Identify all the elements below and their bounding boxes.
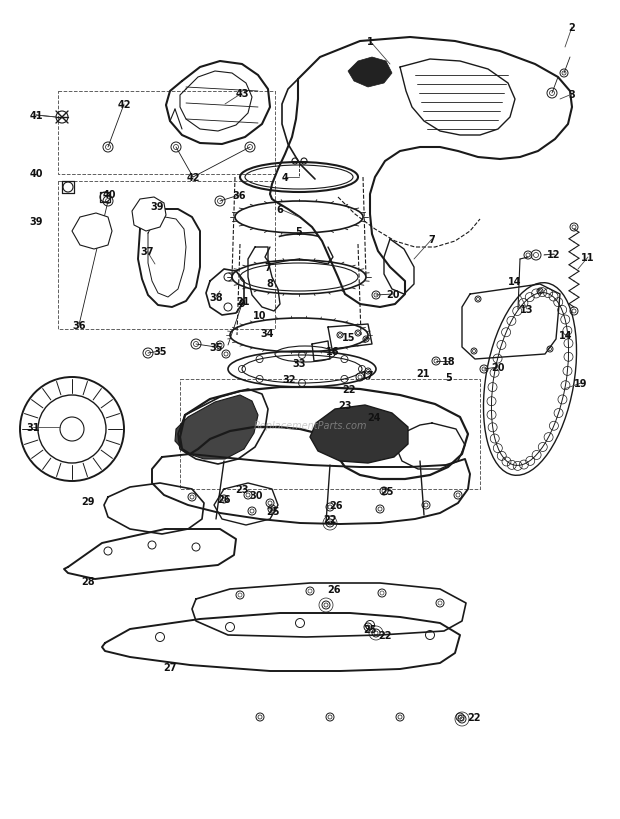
Text: 7: 7: [265, 263, 272, 273]
Text: 41: 41: [29, 111, 43, 121]
Text: 40: 40: [29, 169, 43, 179]
Text: 24: 24: [367, 413, 381, 423]
Text: 35: 35: [153, 346, 167, 356]
Text: 3: 3: [569, 90, 575, 100]
Text: 20: 20: [386, 290, 400, 300]
Text: 5: 5: [446, 373, 453, 382]
Text: 4: 4: [281, 173, 288, 183]
Text: 26: 26: [327, 584, 341, 595]
Text: 6: 6: [277, 205, 283, 215]
Text: 42: 42: [117, 100, 131, 110]
Text: 23: 23: [339, 400, 352, 410]
Text: 8: 8: [267, 278, 273, 288]
Text: 26: 26: [217, 495, 231, 505]
Text: 33: 33: [292, 359, 306, 369]
Text: 5: 5: [296, 227, 303, 237]
Text: 42: 42: [186, 173, 200, 183]
Text: 25: 25: [380, 486, 394, 496]
Text: 10: 10: [253, 310, 267, 320]
Text: 40: 40: [102, 190, 116, 200]
Text: 2: 2: [569, 23, 575, 33]
Text: 36: 36: [73, 320, 86, 331]
Text: 26: 26: [329, 500, 343, 510]
Text: ReplacementParts.com: ReplacementParts.com: [253, 421, 367, 431]
Text: 25: 25: [363, 624, 377, 634]
Text: 18: 18: [442, 356, 456, 367]
Text: 21: 21: [416, 369, 430, 378]
Text: 43: 43: [235, 89, 249, 99]
Text: 35: 35: [209, 342, 223, 352]
Text: 32: 32: [282, 374, 296, 385]
Text: 29: 29: [81, 496, 95, 506]
Text: 34: 34: [260, 328, 274, 338]
Text: 39: 39: [29, 217, 43, 227]
Text: 22: 22: [467, 713, 481, 722]
Text: 39: 39: [150, 201, 164, 212]
Text: 13: 13: [520, 305, 534, 314]
Polygon shape: [72, 214, 112, 250]
Text: 11: 11: [581, 253, 595, 263]
Text: 9: 9: [239, 299, 246, 309]
Polygon shape: [348, 58, 392, 88]
Text: 20: 20: [491, 363, 505, 373]
Text: 15: 15: [342, 333, 356, 342]
Text: 37: 37: [140, 247, 154, 256]
Text: 27: 27: [163, 663, 177, 672]
Text: 38: 38: [209, 292, 223, 303]
Text: 19: 19: [574, 378, 588, 388]
Text: 28: 28: [81, 577, 95, 586]
Text: 25: 25: [266, 506, 280, 516]
Text: 17: 17: [361, 370, 374, 381]
Text: 30: 30: [249, 491, 263, 500]
Text: 31: 31: [26, 423, 40, 432]
Text: 14: 14: [508, 277, 522, 287]
Polygon shape: [132, 197, 166, 232]
Text: 22: 22: [378, 631, 392, 640]
Polygon shape: [310, 405, 408, 464]
Text: 22: 22: [323, 514, 337, 524]
Text: 36: 36: [232, 191, 246, 201]
Text: 12: 12: [547, 250, 560, 260]
Text: 1: 1: [366, 37, 373, 47]
Polygon shape: [175, 396, 258, 459]
Text: 21: 21: [236, 296, 250, 306]
Text: 22: 22: [342, 385, 356, 395]
Text: 7: 7: [428, 235, 435, 245]
Text: 16: 16: [326, 346, 340, 356]
Text: 23: 23: [235, 484, 249, 495]
Text: 14: 14: [559, 331, 573, 341]
